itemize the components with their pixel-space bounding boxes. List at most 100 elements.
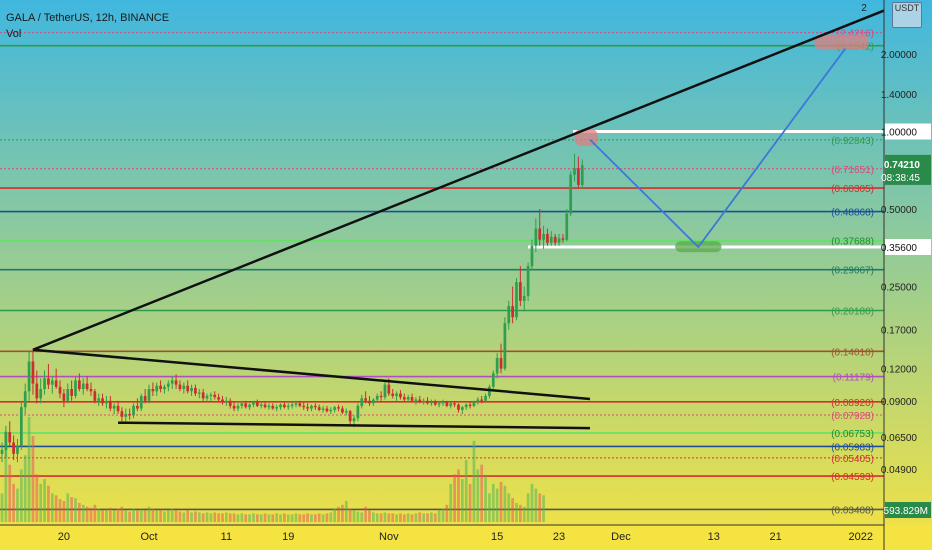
- volume-bar: [58, 499, 62, 522]
- volume-bar: [283, 513, 286, 522]
- volume-bar: [495, 488, 499, 522]
- candle-body: [279, 404, 282, 408]
- candle-body: [105, 400, 108, 404]
- level-label: (0.48868): [831, 208, 874, 219]
- candle-body: [70, 389, 73, 396]
- price-label-box: [885, 123, 931, 140]
- candle-body: [468, 404, 472, 406]
- candle-body: [197, 392, 201, 394]
- candle-body: [526, 266, 530, 296]
- volume-bar: [166, 510, 170, 522]
- candle-body: [414, 399, 418, 401]
- volume-bar: [93, 504, 97, 522]
- candle-body: [4, 432, 8, 450]
- candle-body: [27, 361, 31, 392]
- volume-bar: [526, 493, 530, 522]
- volume-bar: [476, 469, 480, 522]
- candle-body: [433, 402, 437, 405]
- volume-bar: [325, 513, 329, 522]
- candle-body: [89, 389, 93, 392]
- volume-bar: [499, 481, 503, 522]
- candle-body: [151, 389, 155, 392]
- currency-badge[interactable]: USDT: [892, 2, 922, 28]
- candle-body: [0, 449, 4, 454]
- volume-bar: [522, 506, 526, 522]
- volume-bar: [418, 512, 422, 522]
- volume-bar: [259, 514, 263, 522]
- volume-bar: [480, 464, 484, 522]
- volume-bar: [132, 508, 135, 522]
- price-label-box: [885, 239, 931, 256]
- candle-body: [97, 398, 101, 401]
- candle-body: [66, 389, 70, 401]
- volume-bar: [124, 510, 128, 522]
- candle-body: [213, 394, 217, 398]
- volume-bar: [375, 513, 379, 522]
- volume-bar: [194, 511, 197, 522]
- candle-body: [499, 357, 503, 369]
- candle-body: [383, 384, 387, 398]
- volume-bar: [491, 483, 495, 522]
- volume-bar: [453, 474, 456, 522]
- candle-body: [472, 402, 476, 406]
- candle-body: [325, 408, 329, 412]
- volume-bar: [503, 485, 507, 522]
- candle-body: [225, 400, 228, 403]
- candle-body: [546, 233, 549, 243]
- volume-bar: [244, 514, 248, 522]
- candle-body: [85, 383, 89, 390]
- volume-bar: [163, 511, 166, 522]
- volume-bar: [302, 514, 306, 522]
- level-label: (0.92843): [831, 136, 874, 147]
- candle-body: [19, 407, 23, 447]
- volume-indicator-label[interactable]: Vol: [6, 28, 22, 40]
- x-tick-label: Oct: [140, 531, 157, 543]
- candle-body: [422, 400, 426, 403]
- candle-body: [344, 411, 348, 413]
- highlight-box: [814, 34, 869, 50]
- volume-bar: [136, 510, 139, 522]
- volume-bar: [112, 510, 116, 522]
- volume-bar: [538, 493, 542, 522]
- volume-bar: [27, 417, 31, 522]
- volume-bar: [271, 514, 275, 522]
- volume-bar: [484, 476, 487, 522]
- candle-body: [209, 394, 213, 396]
- candle-body: [263, 404, 267, 408]
- candle-body: [62, 393, 66, 401]
- volume-bar: [290, 514, 294, 522]
- candle-body: [8, 432, 12, 443]
- candle-body: [143, 395, 147, 401]
- symbol-title[interactable]: GALA / TetherUS, 12h, BINANCE: [6, 12, 170, 24]
- volume-bar: [159, 509, 162, 522]
- candle-body: [553, 236, 557, 243]
- y-axis[interactable]: 2.00000 1.40000 0.50000 0.25000 0.17000 0.120…: [861, 0, 931, 550]
- projection-line: [589, 48, 847, 249]
- volume-bar: [313, 514, 317, 522]
- level-label: (0.05405): [831, 454, 874, 465]
- candle-body: [464, 404, 468, 408]
- candle-body: [557, 238, 561, 243]
- candle-body: [120, 411, 124, 417]
- candle-body: [244, 403, 248, 408]
- candle-body: [360, 398, 364, 406]
- candle-body: [476, 399, 480, 403]
- volume-bar: [197, 512, 201, 522]
- volume-bar: [472, 440, 476, 522]
- volume-bar: [387, 513, 391, 522]
- candle-body: [93, 391, 97, 401]
- candle-body: [108, 400, 112, 409]
- volume-bar: [310, 514, 313, 522]
- trendline: [118, 421, 591, 430]
- volume-bar: [437, 510, 441, 522]
- level-label: (0.05983): [831, 442, 874, 453]
- volume-bar: [341, 504, 344, 522]
- volume-bar: [422, 513, 426, 522]
- candle-body: [457, 404, 460, 410]
- volume-bar: [406, 513, 410, 522]
- candle-body: [453, 403, 456, 405]
- candle-body: [484, 395, 487, 401]
- volume-bar: [248, 514, 251, 522]
- x-tick-label: 20: [58, 531, 70, 543]
